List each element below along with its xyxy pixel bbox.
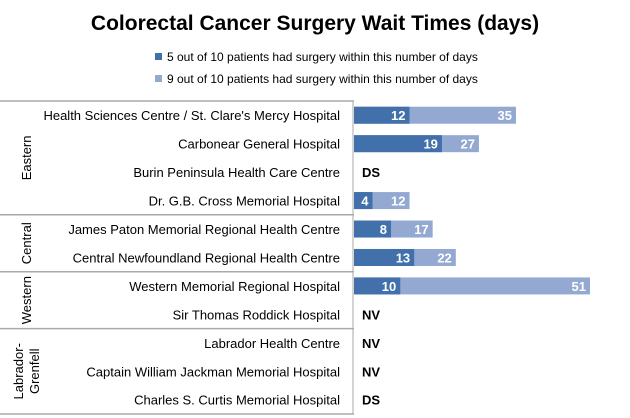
- category-label: Labrador Health Centre: [204, 336, 340, 351]
- data-label-median: 13: [396, 250, 410, 265]
- chart-title: Colorectal Cancer Surgery Wait Times (da…: [91, 12, 539, 35]
- bar-median: [354, 220, 392, 238]
- bar-median: [354, 192, 373, 210]
- no-data-note: DS: [362, 165, 380, 180]
- category-label: Sir Thomas Roddick Hospital: [173, 307, 340, 322]
- group-label: Labrador-: [11, 343, 26, 399]
- group-label: Western: [19, 276, 34, 324]
- no-data-note: NV: [362, 307, 380, 322]
- category-label: Charles S. Curtis Memorial Hospital: [134, 393, 340, 408]
- category-label: Carbonear General Hospital: [178, 137, 340, 152]
- bar-median: [354, 106, 410, 124]
- category-label: Central Newfoundland Regional Health Cen…: [73, 250, 340, 265]
- bar-median: [354, 277, 401, 295]
- data-label-median: 12: [391, 108, 405, 123]
- legend-swatch-p90: [155, 75, 162, 82]
- data-label-p90: 17: [414, 222, 428, 237]
- no-data-note: NV: [362, 364, 380, 379]
- data-label-p90: 35: [497, 108, 511, 123]
- data-label-median: 10: [382, 279, 396, 294]
- legend-swatch-median: [155, 53, 162, 60]
- no-data-note: NV: [362, 336, 380, 351]
- category-label: Health Sciences Centre / St. Clare's Mer…: [43, 108, 340, 123]
- group-label: Central: [19, 222, 34, 264]
- group-label: Eastern: [19, 135, 34, 180]
- bar-p90: [354, 277, 590, 295]
- bar-median: [354, 248, 415, 266]
- group-label: Grenfell: [27, 348, 42, 394]
- category-label: Dr. G.B. Cross Memorial Hospital: [149, 194, 341, 209]
- data-label-p90: 51: [572, 279, 586, 294]
- legend-label-p90: 9 out of 10 patients had surgery within …: [167, 72, 478, 86]
- bar-median: [354, 135, 442, 153]
- data-label-median: 19: [423, 137, 437, 152]
- legend-label-median: 5 out of 10 patients had surgery within …: [167, 50, 478, 64]
- data-label-median: 4: [361, 194, 369, 209]
- data-label-p90: 27: [460, 137, 474, 152]
- category-label: Captain William Jackman Memorial Hospita…: [86, 364, 340, 379]
- data-label-median: 8: [380, 222, 387, 237]
- category-label: James Paton Memorial Regional Health Cen…: [68, 222, 340, 237]
- no-data-note: DS: [362, 393, 380, 408]
- category-label: Western Memorial Regional Hospital: [129, 279, 340, 294]
- category-label: Burin Peninsula Health Care Centre: [133, 165, 340, 180]
- data-label-p90: 22: [437, 250, 451, 265]
- data-label-p90: 12: [391, 194, 405, 209]
